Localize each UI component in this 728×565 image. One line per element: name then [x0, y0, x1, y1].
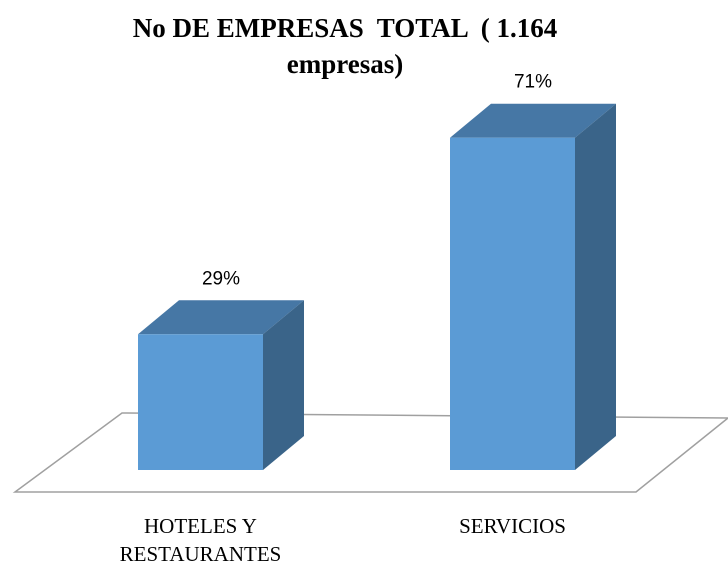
x-tick-label: SERVICIOS [459, 514, 566, 538]
bar [450, 137, 575, 470]
value-label: 29% [202, 268, 240, 289]
chart-title: No DE EMPRESAS TOTAL ( 1.164 empresas) [132, 13, 565, 79]
x-tick-label: HOTELES Y RESTAURANTES [119, 514, 282, 565]
bar-top [138, 300, 304, 335]
bar-side [263, 300, 304, 470]
floor [12, 412, 728, 493]
bar [138, 334, 263, 470]
bar-top [450, 103, 616, 138]
value-label: 71% [514, 72, 552, 93]
bar-side [575, 103, 616, 470]
